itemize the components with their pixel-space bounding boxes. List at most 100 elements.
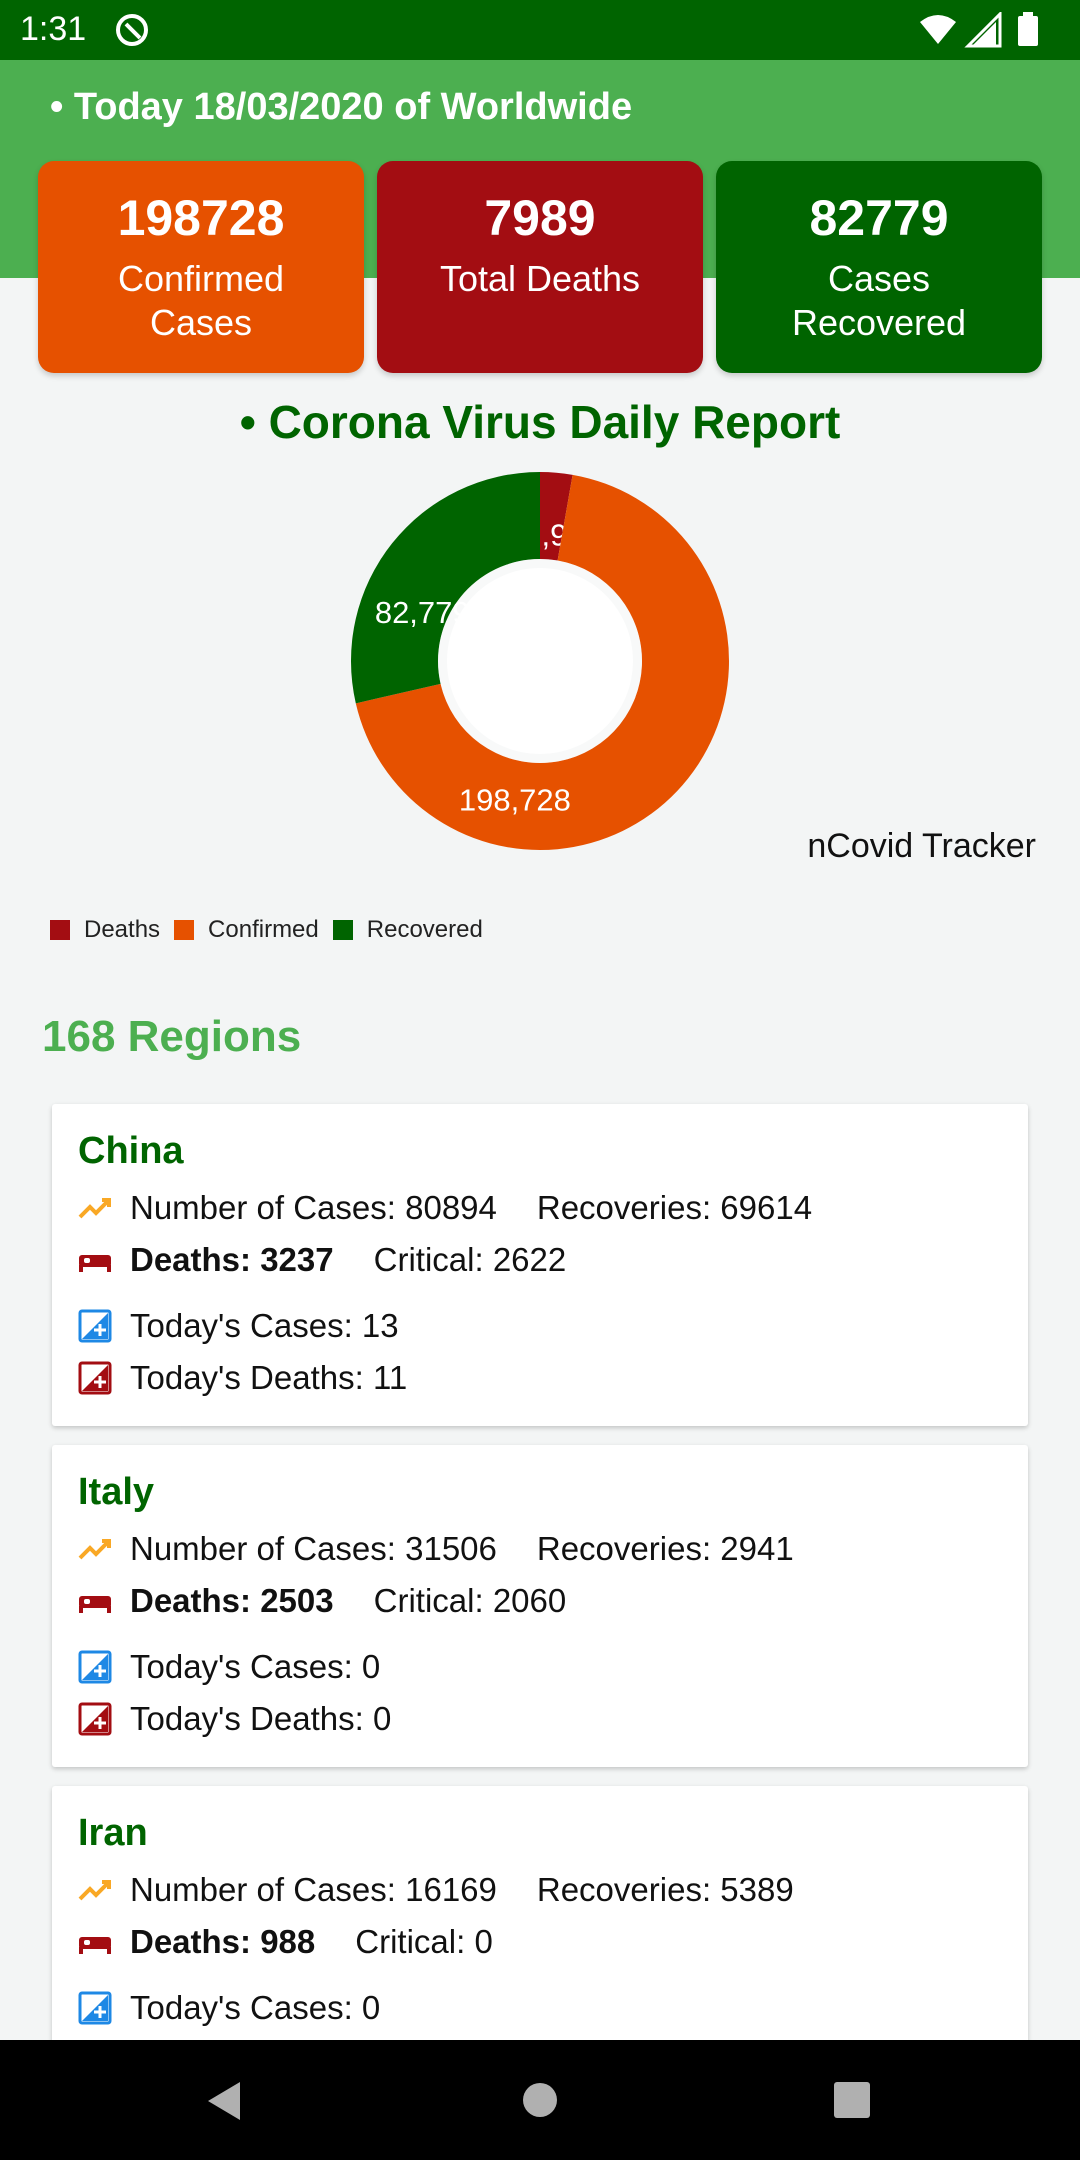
legend-item-confirmed: Confirmed	[174, 916, 319, 944]
cases-label: Number of Cases:	[130, 1871, 396, 1908]
legend-item-recovered: Recovered	[332, 916, 483, 944]
legend-label: Recovered	[366, 916, 483, 943]
status-bar: 1:31	[0, 0, 1080, 60]
deaths-value: 2503	[260, 1582, 334, 1619]
hospital-bed-icon	[79, 1255, 111, 1272]
deaths-row: Deaths: 3237 Critical: 2622	[78, 1240, 566, 1280]
donut-slice-deaths[interactable]	[540, 472, 573, 561]
today-cases-value: 0	[361, 1989, 381, 2026]
vpn-shield-icon	[116, 14, 148, 46]
legend-swatch	[50, 920, 70, 940]
donut-slice-recovered[interactable]	[351, 472, 540, 704]
recoveries-label: Recoveries:	[536, 1530, 712, 1567]
total-deaths-label: Total Deaths	[439, 258, 641, 299]
add-box-icon	[78, 1361, 112, 1395]
trending-up-icon	[78, 1880, 111, 1901]
donut-hole	[447, 568, 633, 754]
recoveries-value: 2941	[720, 1530, 794, 1567]
regions-count: 168 Regions	[42, 1012, 302, 1061]
deaths-value: 3237	[260, 1241, 334, 1278]
deaths-label: Deaths:	[130, 1241, 252, 1278]
system-nav-bar	[0, 2040, 1080, 2160]
deaths-row: Deaths: 2503 Critical: 2060	[78, 1581, 566, 1621]
critical-value: 2622	[492, 1241, 567, 1278]
total-deaths-value: 7989	[484, 190, 596, 246]
confirmed-cases-value: 198728	[117, 190, 285, 246]
today-deaths-label: Today's Deaths:	[130, 1359, 364, 1396]
deaths-label: Deaths:	[130, 1923, 252, 1960]
today-cases-label: Today's Cases:	[130, 1989, 353, 2026]
legend-swatch	[332, 920, 353, 940]
today-deaths-row: Today's Deaths: 11	[78, 1358, 407, 1398]
today-deaths-value: 11	[372, 1359, 408, 1396]
add-box-icon	[78, 1309, 112, 1343]
deaths-label: Deaths:	[130, 1582, 252, 1619]
battery-icon	[1018, 12, 1038, 46]
recoveries-label: Recoveries:	[536, 1189, 712, 1226]
recents-icon[interactable]	[834, 2082, 870, 2118]
today-deaths-label: Today's Deaths:	[130, 1700, 364, 1737]
confirmed-cases-card[interactable]: 198728 Confirmed Cases	[38, 161, 364, 373]
add-box-icon	[78, 1702, 112, 1736]
donut-slice-confirmed[interactable]	[355, 474, 729, 850]
cases-row: Number of Cases: 31506 Recoveries: 2941	[78, 1529, 794, 1569]
donut-label-confirmed: 198,728	[459, 783, 571, 818]
deaths-value: 988	[260, 1923, 316, 1960]
cases-recovered-label: Cases Recovered	[791, 258, 967, 343]
critical-value: 2060	[492, 1582, 567, 1619]
cases-label: Number of Cases:	[130, 1530, 396, 1567]
hospital-bed-icon	[79, 1937, 111, 1954]
cases-value: 16169	[405, 1871, 497, 1908]
cases-label: Number of Cases:	[130, 1189, 396, 1226]
today-cases-label: Today's Cases:	[130, 1648, 353, 1685]
status-time: 1:31	[20, 10, 87, 48]
today-cases-value: 13	[361, 1307, 399, 1344]
today-cases-row: Today's Cases: 13	[78, 1306, 399, 1346]
today-cases-row: Today's Cases: 0	[78, 1647, 380, 1687]
critical-label: Critical:	[373, 1241, 484, 1278]
cases-recovered-card[interactable]: 82779 Cases Recovered	[716, 161, 1042, 373]
add-box-icon	[78, 1991, 112, 2025]
today-cases-label: Today's Cases:	[130, 1307, 353, 1344]
legend-item-deaths: Deaths	[50, 916, 160, 944]
legend-swatch	[174, 920, 195, 940]
critical-value: 0	[474, 1923, 493, 1960]
cases-row: Number of Cases: 16169 Recoveries: 5389	[78, 1870, 794, 1910]
recoveries-label: Recoveries:	[536, 1871, 712, 1908]
legend-label: Confirmed	[208, 916, 319, 943]
critical-label: Critical:	[355, 1923, 466, 1960]
legend-label: Deaths	[84, 916, 161, 943]
recoveries-value: 5389	[720, 1871, 794, 1908]
critical-label: Critical:	[373, 1582, 484, 1619]
cases-value: 80894	[405, 1189, 497, 1226]
wifi-icon	[920, 15, 956, 44]
cases-value: 31506	[405, 1530, 497, 1567]
confirmed-cases-label: Confirmed Cases	[117, 258, 285, 343]
chart-title: • Corona Virus Daily Report	[239, 396, 841, 448]
status-icons	[920, 12, 1038, 48]
total-deaths-card[interactable]: 7989 Total Deaths	[377, 161, 703, 373]
today-cases-value: 0	[361, 1648, 381, 1685]
today-cases-row: Today's Cases: 0	[78, 1988, 380, 2028]
home-icon[interactable]	[522, 2082, 558, 2118]
today-deaths-value: 0	[372, 1700, 392, 1737]
page-title: • Today 18/03/2020 of Worldwide	[50, 86, 633, 128]
back-icon[interactable]	[204, 2080, 244, 2122]
trending-up-icon	[78, 1539, 111, 1560]
hospital-bed-icon	[79, 1596, 111, 1613]
add-box-icon	[78, 1650, 112, 1684]
deaths-row: Deaths: 988 Critical: 0	[78, 1922, 493, 1962]
region-name: Italy	[78, 1471, 155, 1513]
region-card-china[interactable]: China Number of Cases: 80894 Recoveries:…	[52, 1104, 1028, 1426]
region-name: Iran	[78, 1812, 148, 1854]
cases-row: Number of Cases: 80894 Recoveries: 69614	[78, 1188, 812, 1228]
region-card-italy[interactable]: Italy Number of Cases: 31506 Recoveries:…	[52, 1445, 1028, 1767]
recoveries-value: 69614	[720, 1189, 813, 1226]
chart-legend: Deaths Confirmed Recovered	[50, 916, 497, 946]
trending-up-icon	[78, 1198, 111, 1219]
chart-description: nCovid Tracker	[807, 827, 1036, 865]
region-name: China	[78, 1130, 184, 1172]
donut-label-recovered: 82,779	[375, 595, 470, 630]
today-deaths-row: Today's Deaths: 0	[78, 1699, 391, 1739]
